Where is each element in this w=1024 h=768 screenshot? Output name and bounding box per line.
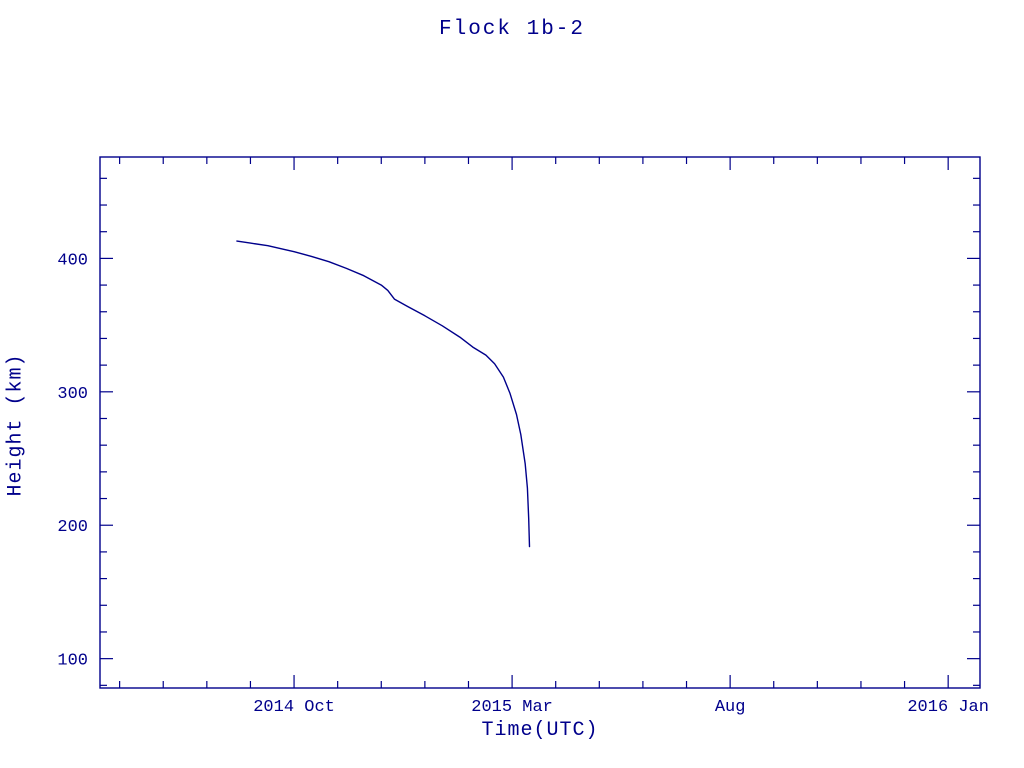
x-tick-label: Aug xyxy=(715,698,746,717)
y-axis-label: Height (km) xyxy=(4,353,28,497)
x-tick-label: 2016 Jan xyxy=(907,698,989,717)
y-tick-label: 200 xyxy=(57,518,88,537)
data-line xyxy=(236,240,531,548)
y-tick-label: 400 xyxy=(57,251,88,270)
x-axis-label: Time(UTC) xyxy=(481,719,599,742)
x-tick-label: 2015 Mar xyxy=(471,698,553,717)
x-tick-label: 2014 Oct xyxy=(253,698,335,717)
y-tick-label: 100 xyxy=(57,652,88,671)
y-tick-label: 300 xyxy=(57,385,88,404)
plot-frame xyxy=(99,156,981,689)
chart-title: Flock 1b-2 xyxy=(438,18,586,41)
